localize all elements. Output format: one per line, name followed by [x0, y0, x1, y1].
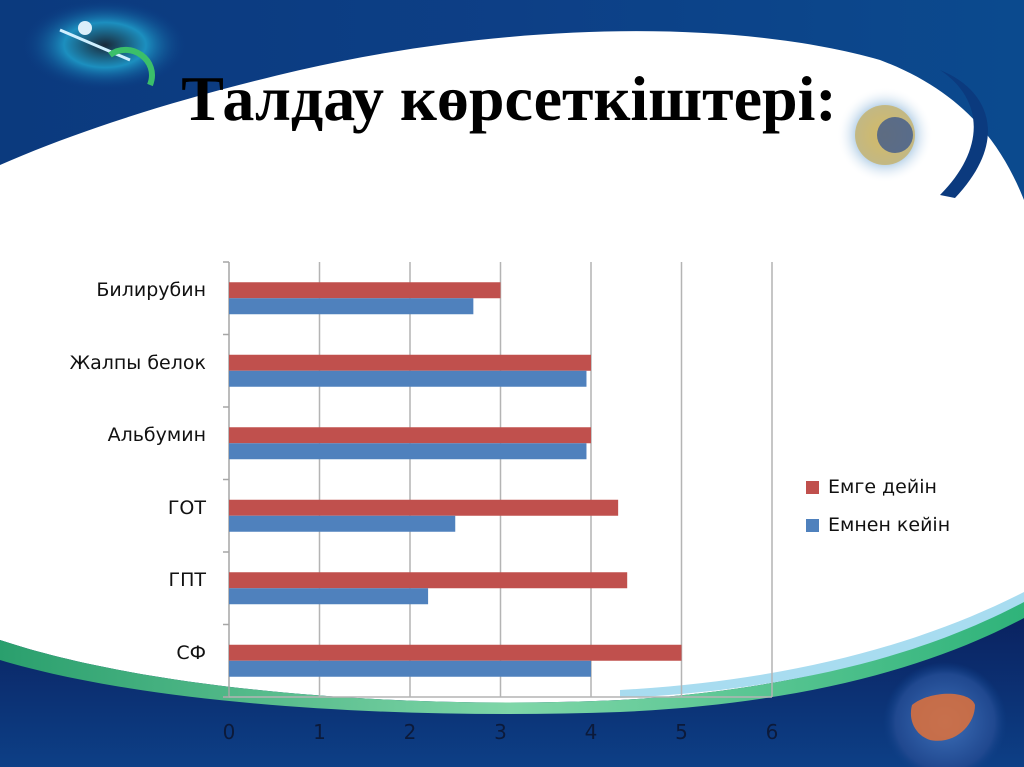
bar-before	[229, 427, 591, 444]
syringe-image	[23, 0, 187, 90]
category-label: Альбумин	[107, 424, 206, 447]
bar-after	[229, 660, 591, 677]
slide-title-text: Талдау көрсеткіштері:	[181, 63, 837, 134]
value-tick-label: 6	[765, 720, 779, 744]
category-label: СФ	[176, 641, 206, 664]
bar-after	[229, 515, 456, 532]
legend-label-after: Емнен кейін	[828, 514, 951, 536]
bar-before	[229, 644, 682, 661]
value-tick-label: 3	[494, 720, 507, 744]
bar-before	[229, 572, 628, 589]
legend-label-before: Емге дейін	[828, 476, 937, 498]
category-label: Билирубин	[96, 279, 206, 302]
legend-swatch-before	[806, 480, 819, 494]
value-tick-label: 5	[675, 720, 688, 744]
value-tick-label: 4	[584, 720, 598, 744]
category-label: Жалпы белок	[69, 351, 206, 374]
bar-after	[229, 298, 474, 315]
bar-after	[229, 588, 429, 605]
category-label: ГОТ	[167, 496, 206, 519]
legend-item-before: Емге дейін	[806, 468, 950, 506]
legend-item-after: Емнен кейін	[806, 506, 950, 544]
value-tick-label: 1	[313, 720, 326, 744]
legend-swatch-after	[806, 518, 819, 532]
bar-before	[229, 282, 501, 299]
bar-after	[229, 443, 587, 460]
slide-title: Талдау көрсеткіштері:	[0, 62, 1024, 136]
bar-before	[229, 354, 591, 371]
chart-legend: Емге дейін Емнен кейін	[806, 468, 950, 544]
category-label: ГПТ	[168, 569, 206, 592]
bar-after	[229, 370, 587, 387]
bar-before	[229, 499, 619, 516]
value-tick-label: 0	[222, 720, 236, 744]
value-tick-label: 2	[403, 720, 417, 744]
